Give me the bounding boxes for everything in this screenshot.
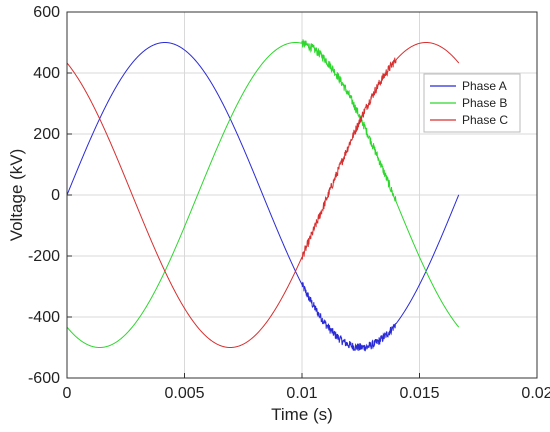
y-tick-label: -200 bbox=[28, 248, 60, 265]
series-line-phase-c bbox=[66, 42, 460, 348]
series-line-phase-a bbox=[66, 42, 460, 352]
grid bbox=[66, 11, 538, 379]
x-tick-label: 0 bbox=[63, 385, 72, 402]
x-tick-label: 0.02 bbox=[521, 385, 550, 402]
series-layer bbox=[66, 39, 460, 352]
y-tick-label: 200 bbox=[33, 126, 60, 143]
series-line-phase-b bbox=[66, 39, 460, 348]
legend: Phase A Phase B Phase C bbox=[423, 73, 521, 133]
legend-label: Phase C bbox=[462, 113, 508, 127]
axis-ticks: 0 0.005 0.01 0.015 0.02 -600 -400 -200 0 200 400 60… bbox=[28, 4, 550, 402]
y-tick-label: -400 bbox=[28, 309, 60, 326]
y-tick-label: 0 bbox=[51, 187, 60, 204]
y-axis-title: Voltage (kV) bbox=[7, 149, 26, 242]
x-tick-label: 0.01 bbox=[286, 385, 317, 402]
y-tick-label: 400 bbox=[33, 65, 60, 82]
legend-label: Phase A bbox=[462, 79, 507, 93]
y-tick-label: -600 bbox=[28, 370, 60, 387]
x-axis-title: Time (s) bbox=[271, 405, 333, 424]
legend-label: Phase B bbox=[462, 96, 507, 110]
y-tick-label: 600 bbox=[33, 4, 60, 21]
x-tick-label: 0.005 bbox=[164, 385, 204, 402]
x-tick-label: 0.015 bbox=[399, 385, 439, 402]
